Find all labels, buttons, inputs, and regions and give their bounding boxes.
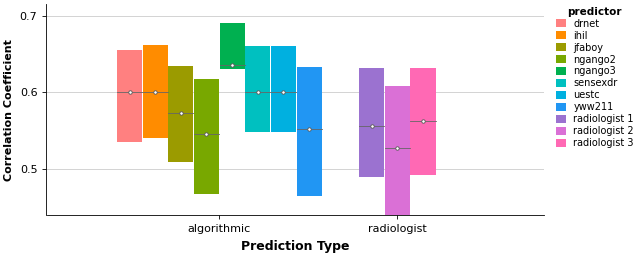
Bar (168, 66, 193, 161)
Bar (296, 67, 322, 196)
Bar (117, 50, 142, 142)
Bar (194, 79, 219, 194)
Bar (410, 68, 436, 175)
Bar (359, 68, 384, 177)
Legend: drnet, ihil, jfaboy, ngango2, ngango3, sensexdr, uestc, yww211, radiologist 1, r: drnet, ihil, jfaboy, ngango2, ngango3, s… (554, 5, 636, 150)
Bar (385, 86, 410, 223)
X-axis label: Prediction Type: Prediction Type (241, 240, 349, 253)
Bar (245, 46, 270, 132)
Bar (271, 46, 296, 132)
Bar (220, 23, 244, 69)
Y-axis label: Correlation Coefficient: Correlation Coefficient (4, 39, 14, 181)
Bar (143, 45, 168, 139)
